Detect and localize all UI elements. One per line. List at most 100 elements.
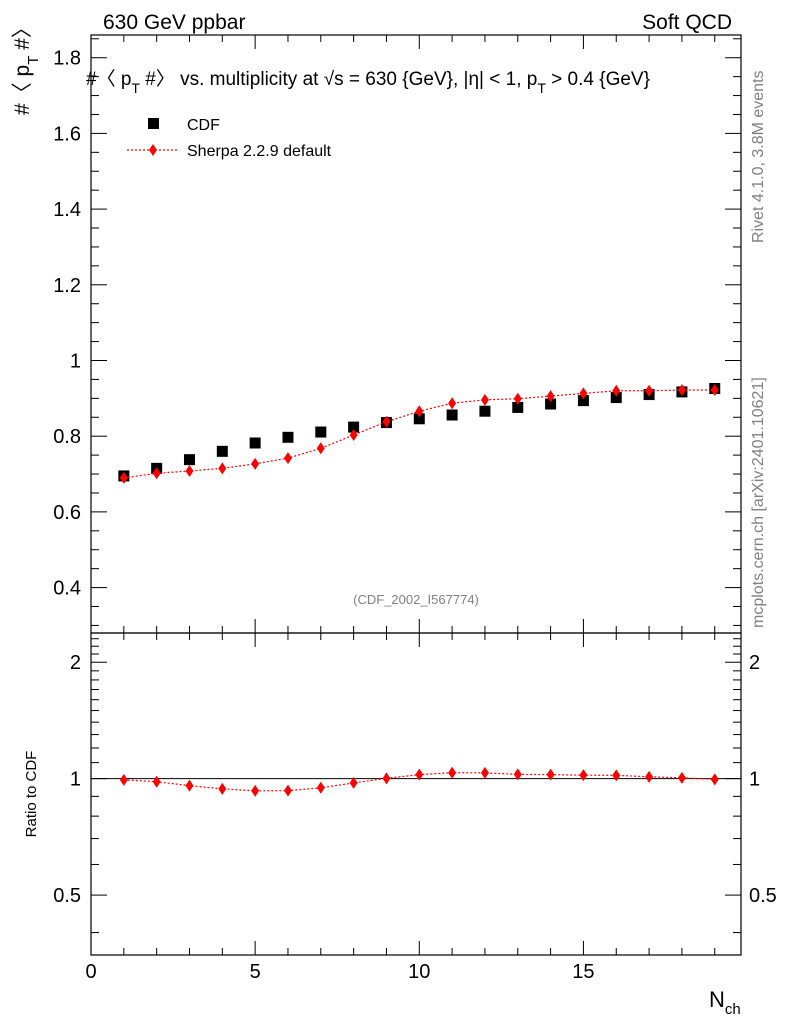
sherpa-data-point bbox=[677, 384, 686, 397]
ratio-data-point bbox=[218, 782, 227, 795]
ratio-y-tick-label-right: 2 bbox=[749, 652, 760, 674]
cdf-data-point bbox=[348, 421, 360, 433]
rivet-label: Rivet 4.1.0, 3.8M events bbox=[750, 70, 767, 243]
ratio-data-point bbox=[119, 773, 128, 786]
title-sub-c: T bbox=[537, 80, 546, 96]
x-tick-label: 0 bbox=[85, 961, 96, 983]
title-part-c: s = 630 {GeV}, |η| < 1, p bbox=[334, 69, 537, 90]
legend-cdf-label: CDF bbox=[187, 117, 220, 134]
sherpa-data-point bbox=[415, 405, 424, 418]
ratio-data-point bbox=[480, 766, 489, 779]
y-tick-label: 1 bbox=[70, 350, 81, 372]
x-tick-label: 10 bbox=[408, 961, 430, 983]
ratio-data-point bbox=[448, 766, 457, 779]
header-left: 630 GeV ppbar bbox=[103, 11, 245, 34]
sherpa-data-point bbox=[218, 462, 227, 475]
ratio-data-point bbox=[513, 768, 522, 781]
legend: CDF Sherpa 2.2.9 default bbox=[127, 117, 332, 160]
ratio-y-tick-label-right: 0.5 bbox=[749, 885, 777, 907]
sherpa-data-point bbox=[316, 442, 325, 455]
ratio-data-point bbox=[546, 768, 555, 781]
ratio-data-point bbox=[382, 772, 391, 785]
ratio-y-tick-label: 0.5 bbox=[53, 885, 81, 907]
xlabel-part-a: N bbox=[709, 987, 725, 1012]
cdf-data-point bbox=[545, 398, 557, 410]
sherpa-data-point bbox=[251, 457, 260, 470]
ratio-data-point bbox=[677, 771, 686, 784]
mcplots-label: mcplots.cern.ch [arXiv:2401.10621] bbox=[750, 377, 767, 628]
cdf-data-point bbox=[577, 395, 589, 407]
legend-sherpa-marker bbox=[149, 144, 157, 156]
cdf-data-point bbox=[446, 409, 458, 421]
ylabel-part-b: #〉 bbox=[11, 17, 34, 56]
y-axis-label: #〈 pT #〉 bbox=[11, 17, 42, 115]
ratio-data-point bbox=[415, 768, 424, 781]
analysis-watermark: (CDF_2002_I567774) bbox=[353, 592, 479, 607]
y-tick-label: 0.4 bbox=[53, 578, 81, 600]
title-sqrt: √ bbox=[324, 69, 335, 90]
cdf-data-point bbox=[413, 413, 425, 425]
cdf-data-point bbox=[610, 392, 622, 404]
y-tick-label: 0.8 bbox=[53, 426, 81, 448]
ratio-data-point bbox=[283, 784, 292, 797]
ratio-y-axis-label: Ratio to CDF bbox=[23, 751, 40, 838]
y-tick-label: 1.4 bbox=[53, 199, 81, 221]
xlabel-sub: ch bbox=[725, 1001, 741, 1018]
cdf-data-point bbox=[282, 431, 294, 443]
ylabel-part-a: #〈 p bbox=[11, 65, 34, 115]
ratio-data-point bbox=[579, 769, 588, 782]
y-tick-label: 1.6 bbox=[53, 123, 81, 145]
title-part-b: #〉 vs. multiplicity at bbox=[140, 68, 324, 90]
ratio-data-point bbox=[251, 784, 260, 797]
ratio-y-tick-label: 1 bbox=[70, 769, 81, 791]
sherpa-data-point bbox=[579, 387, 588, 400]
sherpa-data-point bbox=[513, 392, 522, 405]
sherpa-data-point bbox=[710, 384, 719, 397]
ylabel-sub: T bbox=[25, 56, 42, 65]
sherpa-data-point bbox=[283, 452, 292, 465]
chart-title: #〈 pT #〉 vs. multiplicity at √s = 630 {G… bbox=[86, 68, 650, 96]
sherpa-series-line bbox=[123, 389, 715, 479]
ratio-data-point bbox=[710, 773, 719, 786]
sherpa-data-point bbox=[185, 465, 194, 478]
x-tick-label: 5 bbox=[250, 961, 261, 983]
sherpa-data-point bbox=[119, 471, 128, 484]
sherpa-data-point bbox=[612, 384, 621, 397]
ratio-plot-frame bbox=[90, 632, 742, 956]
sherpa-data-point bbox=[349, 429, 358, 442]
legend-cdf-marker bbox=[148, 118, 159, 129]
ratio-data-point bbox=[349, 776, 358, 789]
ratio-data-point bbox=[612, 769, 621, 782]
cdf-data-point bbox=[216, 445, 228, 457]
sherpa-data-point bbox=[152, 467, 161, 480]
title-part-a: #〈 p bbox=[86, 68, 131, 90]
cdf-data-point bbox=[249, 437, 261, 449]
ratio-data-point bbox=[152, 775, 161, 788]
ratio-y-tick-label-right: 1 bbox=[749, 769, 760, 791]
axes-layer: 0 5 10 15 0.4 0.6 0.8 1 1.2 1.4 1.6 1.8 0.5 0.5 1 1 2 2 bbox=[53, 35, 777, 983]
data-layer bbox=[91, 383, 741, 797]
cdf-data-point bbox=[512, 401, 524, 413]
ratio-y-tick-label: 2 bbox=[70, 652, 81, 674]
sherpa-data-point bbox=[480, 393, 489, 406]
y-tick-label: 1.2 bbox=[53, 275, 81, 297]
sherpa-data-point bbox=[645, 384, 654, 397]
cdf-data-point bbox=[183, 454, 195, 466]
sherpa-data-point bbox=[546, 390, 555, 403]
title-sub-a: T bbox=[131, 80, 140, 96]
ratio-data-point bbox=[645, 770, 654, 783]
legend-sherpa-label: Sherpa 2.2.9 default bbox=[187, 143, 332, 160]
ratio-data-point bbox=[185, 779, 194, 792]
sherpa-data-point bbox=[448, 397, 457, 410]
y-tick-label: 1.8 bbox=[53, 48, 81, 70]
cdf-data-point bbox=[315, 426, 327, 438]
sherpa-data-point bbox=[382, 415, 391, 428]
x-tick-label: 15 bbox=[572, 961, 594, 983]
ratio-data-point bbox=[316, 781, 325, 794]
cdf-data-point bbox=[479, 405, 491, 417]
x-axis-label: Nch bbox=[709, 987, 741, 1018]
title-part-d: > 0.4 {GeV} bbox=[546, 69, 650, 90]
y-tick-label: 0.6 bbox=[53, 502, 81, 524]
header-right: Soft QCD bbox=[642, 11, 732, 34]
